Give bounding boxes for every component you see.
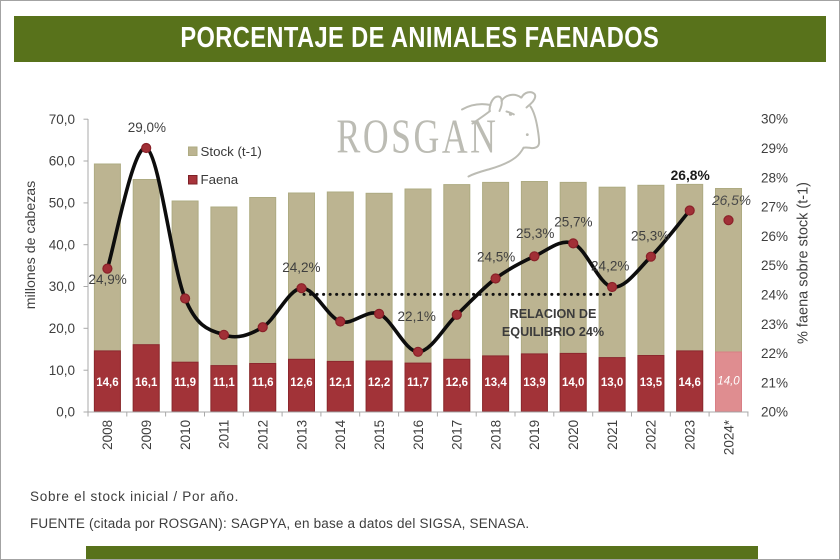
svg-text:29,0%: 29,0%: [128, 120, 166, 135]
svg-text:12,1: 12,1: [329, 377, 352, 389]
svg-text:2016: 2016: [411, 420, 426, 450]
svg-text:2013: 2013: [294, 420, 309, 450]
svg-text:14,0: 14,0: [562, 377, 584, 389]
svg-text:13,0: 13,0: [601, 377, 623, 389]
svg-text:14,6: 14,6: [96, 377, 118, 389]
svg-text:25,3%: 25,3%: [516, 226, 554, 241]
svg-text:13,4: 13,4: [484, 377, 507, 389]
svg-text:23%: 23%: [761, 317, 788, 332]
svg-text:13,5: 13,5: [640, 377, 663, 389]
svg-text:RELACION DE: RELACION DE: [510, 307, 597, 321]
svg-text:29%: 29%: [761, 141, 788, 156]
svg-text:13,9: 13,9: [523, 377, 545, 389]
svg-text:50,0: 50,0: [49, 196, 75, 211]
svg-text:2010: 2010: [178, 420, 193, 450]
svg-text:12,6: 12,6: [290, 377, 312, 389]
svg-text:21%: 21%: [761, 375, 788, 390]
svg-text:2011: 2011: [217, 420, 232, 449]
svg-text:26%: 26%: [761, 229, 788, 244]
svg-text:24,9%: 24,9%: [88, 272, 126, 287]
svg-text:24,2%: 24,2%: [282, 260, 320, 275]
svg-text:26,5%: 26,5%: [711, 193, 751, 208]
svg-text:25,7%: 25,7%: [554, 215, 592, 230]
svg-text:2024*: 2024*: [721, 419, 736, 455]
svg-text:Faena: Faena: [201, 172, 239, 187]
svg-text:2014: 2014: [333, 419, 348, 450]
svg-text:12,6: 12,6: [446, 377, 468, 389]
svg-text:2022: 2022: [644, 420, 659, 450]
svg-text:ROSGAN: ROSGAN: [337, 110, 499, 164]
svg-text:% faena sobre stock (t-1): % faena sobre stock (t-1): [796, 182, 812, 344]
svg-text:2017: 2017: [450, 420, 465, 450]
svg-text:Stock (t-1): Stock (t-1): [201, 144, 262, 159]
svg-text:28%: 28%: [761, 170, 788, 185]
svg-text:2019: 2019: [527, 420, 542, 450]
svg-text:24,2%: 24,2%: [591, 258, 629, 273]
svg-text:12,2: 12,2: [368, 377, 390, 389]
svg-text:2009: 2009: [139, 420, 154, 450]
svg-text:11,6: 11,6: [252, 377, 274, 389]
svg-text:27%: 27%: [761, 200, 788, 215]
svg-text:10,0: 10,0: [49, 363, 75, 378]
svg-text:30%: 30%: [761, 112, 788, 127]
svg-text:11,9: 11,9: [174, 377, 196, 389]
svg-text:2008: 2008: [100, 420, 115, 450]
svg-text:20%: 20%: [761, 405, 788, 420]
svg-text:70,0: 70,0: [49, 112, 75, 127]
svg-text:2015: 2015: [372, 420, 387, 450]
svg-text:16,1: 16,1: [135, 377, 158, 389]
svg-text:60,0: 60,0: [49, 154, 75, 169]
svg-text:26,8%: 26,8%: [671, 168, 710, 183]
svg-text:14,0: 14,0: [717, 376, 740, 388]
svg-text:2020: 2020: [566, 420, 581, 450]
svg-text:2012: 2012: [256, 420, 271, 450]
svg-text:30,0: 30,0: [49, 279, 75, 294]
svg-text:EQUILIBRIO 24%: EQUILIBRIO 24%: [502, 325, 604, 339]
svg-text:25,3%: 25,3%: [631, 228, 669, 243]
svg-text:22,1%: 22,1%: [398, 309, 436, 324]
svg-text:2018: 2018: [488, 420, 503, 450]
svg-text:11,1: 11,1: [213, 377, 235, 389]
svg-text:millones de cabezas: millones de cabezas: [23, 181, 39, 310]
svg-text:11,7: 11,7: [407, 377, 429, 389]
svg-text:40,0: 40,0: [49, 237, 75, 252]
svg-text:2021: 2021: [605, 420, 620, 450]
svg-text:24,5%: 24,5%: [477, 249, 515, 264]
svg-text:14,6: 14,6: [679, 377, 701, 389]
svg-text:2023: 2023: [683, 420, 698, 450]
svg-text:22%: 22%: [761, 346, 788, 361]
svg-text:24%: 24%: [761, 288, 788, 303]
svg-text:25%: 25%: [761, 258, 788, 273]
svg-text:20,0: 20,0: [49, 321, 75, 336]
svg-text:0,0: 0,0: [56, 405, 75, 420]
